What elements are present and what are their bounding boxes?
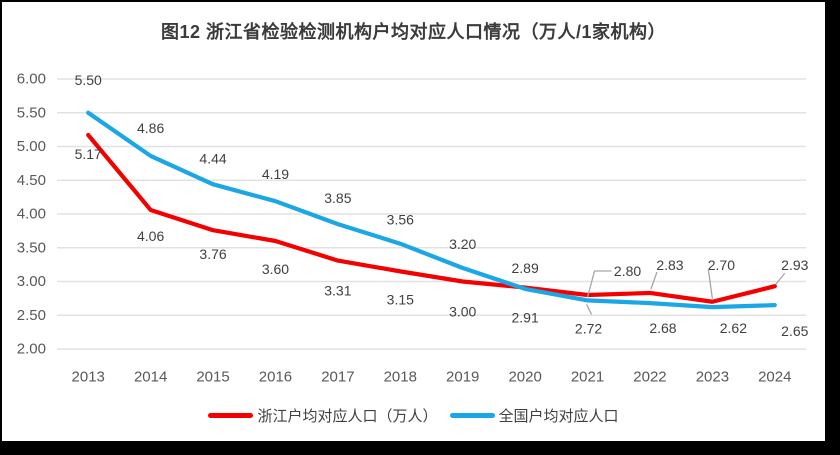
data-label-national: 4.86 [137, 120, 164, 136]
y-axis-tick-label: 4.50 [17, 172, 46, 189]
x-axis-tick-label: 2021 [571, 369, 604, 386]
data-label-zhejiang: 2.83 [656, 257, 683, 273]
data-label-zhejiang: 3.31 [324, 283, 351, 299]
data-label-national: 3.20 [449, 236, 476, 252]
data-label-zhejiang: 3.00 [449, 304, 476, 320]
x-axis-tick-label: 2014 [134, 369, 167, 386]
data-label-national: 4.44 [199, 150, 226, 166]
y-axis-tick-label: 2.50 [17, 307, 46, 324]
x-axis-tick-label: 2017 [321, 369, 354, 386]
y-axis-tick-label: 3.50 [17, 239, 46, 256]
x-axis-tick-label: 2020 [508, 369, 541, 386]
x-axis-tick-label: 2018 [384, 369, 417, 386]
legend-item-zhejiang: 浙江户均对应人口（万人） [208, 405, 438, 426]
series-line-national [86, 110, 777, 310]
data-label-zhejiang: 3.15 [387, 291, 414, 307]
legend-swatch-national [449, 413, 495, 418]
y-axis-tick-label: 4.00 [17, 206, 46, 223]
y-axis-tick-label: 5.00 [17, 138, 46, 155]
data-label-leader-zhejiang [586, 270, 612, 298]
legend-label-zhejiang: 浙江户均对应人口（万人） [257, 408, 438, 425]
data-label-national: 2.68 [649, 320, 676, 336]
data-label-national: 2.89 [512, 260, 539, 276]
x-axis-tick-label: 2019 [446, 369, 479, 386]
data-label-zhejiang: 2.91 [512, 310, 539, 326]
data-label-zhejiang: 3.60 [262, 261, 289, 277]
x-axis-tick-label: 2024 [758, 369, 791, 386]
chart-title: 图12 浙江省检验检测机构户均对应人口情况（万人/1家机构） [160, 22, 667, 42]
y-axis-tick-label: 3.00 [17, 273, 46, 290]
line-chart-canvas: 6.00 5.50 5.00 4.50 4.00 3.50 3.00 2.50 2.00 2013… [17, 71, 809, 386]
data-label-zhejiang: 2.80 [614, 263, 641, 279]
legend-label-national: 全国户均对应人口 [498, 408, 619, 425]
data-label-national: 2.62 [720, 320, 747, 336]
legend-swatch-zhejiang [208, 413, 254, 418]
y-axis-tick-label: 6.00 [17, 71, 46, 88]
x-axis-tick-label: 2016 [259, 369, 292, 386]
data-label-zhejiang: 5.17 [75, 146, 102, 162]
data-label-national: 2.72 [575, 320, 602, 336]
data-label-national: 5.50 [75, 72, 102, 88]
data-label-leader-zhejiang [775, 272, 786, 285]
x-axis-tick-label: 2023 [696, 369, 729, 386]
x-axis-tick-label: 2022 [633, 369, 666, 386]
data-label-zhejiang: 2.70 [708, 257, 735, 273]
chart-legend: 浙江户均对应人口（万人） 全国户均对应人口 [2, 405, 825, 426]
data-label-leader-national [585, 304, 593, 315]
x-axis-tick-label: 2015 [196, 369, 229, 386]
data-label-national: 4.19 [262, 166, 289, 182]
data-label-leader-zhejiang [707, 269, 714, 299]
data-label-national: 3.85 [324, 190, 351, 206]
data-label-leader-zhejiang [650, 271, 658, 290]
data-label-national: 3.56 [387, 212, 414, 228]
y-axis-tick-label: 2.00 [17, 341, 46, 358]
data-label-zhejiang: 3.76 [199, 246, 226, 262]
series-line-zhejiang [86, 132, 777, 304]
data-label-zhejiang: 4.06 [137, 228, 164, 244]
y-axis-tick-label: 5.50 [17, 104, 46, 121]
data-label-national: 2.65 [781, 323, 808, 339]
x-axis-tick-label: 2013 [72, 369, 105, 386]
data-label-zhejiang: 2.93 [781, 257, 808, 273]
legend-item-national: 全国户均对应人口 [449, 405, 619, 426]
